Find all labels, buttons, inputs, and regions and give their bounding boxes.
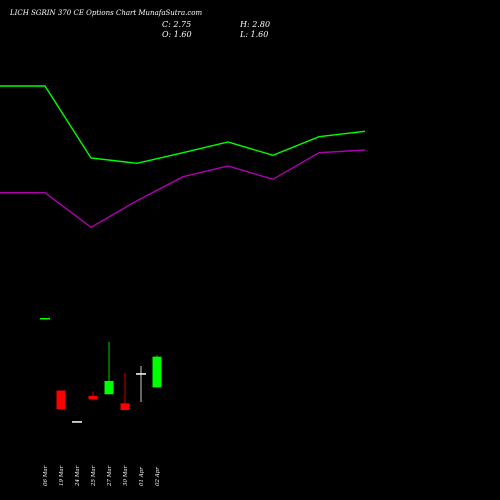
overlay-line-1 — [0, 85, 366, 165]
open-label: O: 1.60 — [162, 30, 192, 39]
candle-body — [104, 380, 114, 395]
candle-body — [40, 318, 50, 320]
x-tick-label: 25 Mar — [91, 465, 97, 487]
candle — [72, 421, 82, 423]
candles — [40, 318, 162, 423]
overlay-lines — [0, 85, 366, 229]
x-tick-label: 19 Mar — [59, 465, 65, 486]
x-tick-label: 30 Mar — [123, 465, 129, 486]
x-axis-ticks: 06 Mar 19 Mar 24 Mar 25 Mar 27 Mar 30 Mar 01 A… — [43, 465, 161, 487]
candle-body — [120, 403, 130, 410]
candle-body — [88, 395, 98, 400]
candle — [88, 391, 98, 401]
candle-body — [72, 421, 82, 423]
x-tick-label: 02 Apr — [155, 467, 161, 486]
x-tick-label: 27 Mar — [107, 465, 113, 487]
candle — [56, 390, 66, 410]
x-tick-label: 24 Mar — [75, 465, 81, 487]
overlay-line-2 — [0, 149, 366, 229]
close-label: C: 2.75 — [162, 20, 191, 29]
candle-body — [152, 356, 162, 388]
candle — [40, 318, 50, 320]
candle — [120, 372, 130, 410]
candle — [104, 342, 114, 395]
candle-body — [136, 373, 146, 375]
x-tick-label: 01 Apr — [139, 467, 145, 486]
candle — [152, 355, 162, 388]
candle — [136, 366, 146, 402]
low-label: L: 1.60 — [239, 30, 268, 39]
candle-body — [56, 390, 66, 410]
chart-title: LICH SGRIN 370 CE Options Chart MunafaSu… — [9, 9, 203, 17]
x-tick-label: 06 Mar — [43, 465, 49, 486]
high-label: H: 2.80 — [239, 20, 270, 29]
